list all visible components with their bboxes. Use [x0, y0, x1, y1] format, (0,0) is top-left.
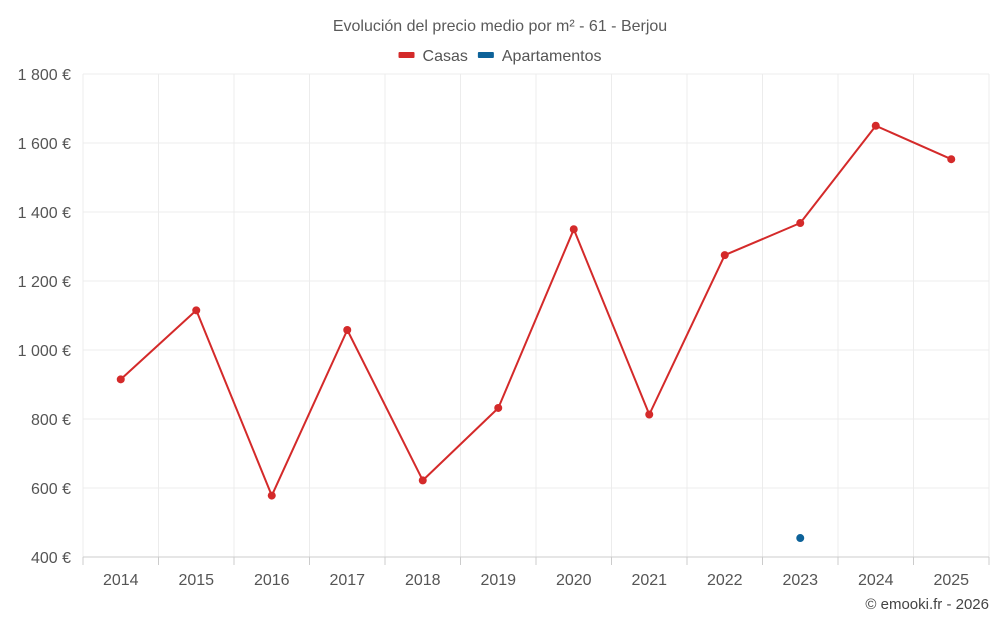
x-tick-label: 2015: [178, 572, 214, 589]
x-tick-label: 2022: [707, 572, 743, 589]
y-tick-label: 1 600 €: [18, 136, 71, 153]
x-tick-label: 2016: [254, 572, 290, 589]
data-point[interactable]: [116, 375, 125, 384]
x-tick-label: 2023: [782, 572, 818, 589]
legend-item-apartamentos[interactable]: Apartamentos: [477, 48, 602, 65]
chart-title: Evolución del precio medio por m² - 61 -…: [333, 18, 667, 35]
x-tick-label: 2019: [480, 572, 516, 589]
data-point[interactable]: [871, 121, 880, 130]
data-point[interactable]: [947, 155, 956, 164]
series-casas: [116, 121, 956, 500]
legend-label: Apartamentos: [502, 48, 602, 65]
x-tick-label: 2018: [405, 572, 441, 589]
credit-text: © emooki.fr - 2026: [865, 596, 989, 613]
series-apartamentos: [796, 534, 805, 543]
y-tick-label: 1 000 €: [18, 343, 71, 360]
y-tick-label: 1 200 €: [18, 274, 71, 291]
legend-label: Casas: [423, 48, 468, 65]
x-tick-label: 2024: [858, 572, 894, 589]
x-tick-label: 2021: [631, 572, 667, 589]
data-point[interactable]: [645, 410, 654, 419]
x-tick-label: 2014: [103, 572, 139, 589]
legend-item-casas[interactable]: Casas: [398, 48, 468, 65]
data-point[interactable]: [720, 251, 729, 260]
data-point[interactable]: [796, 534, 805, 543]
data-point[interactable]: [343, 325, 352, 334]
y-tick-label: 600 €: [31, 481, 71, 498]
y-tick-label: 400 €: [31, 550, 71, 567]
y-axis: 400 € 600 € 800 € 1 000 € 1 200 € 1 400 € 1 60…: [18, 67, 71, 567]
data-point[interactable]: [267, 491, 276, 500]
y-tick-label: 800 €: [31, 412, 71, 429]
y-tick-label: 1 800 €: [18, 67, 71, 84]
data-point[interactable]: [796, 219, 805, 228]
series-line: [120, 124, 952, 497]
y-tick-label: 1 400 €: [18, 205, 71, 222]
x-tick-label: 2025: [933, 572, 969, 589]
x-tick-label: 2017: [329, 572, 365, 589]
grid: [82, 73, 990, 557]
series-layer: [116, 121, 956, 543]
x-tick-label: 2020: [556, 572, 592, 589]
legend-swatch: [477, 52, 494, 58]
legend: Casas Apartamentos: [398, 48, 602, 65]
data-point[interactable]: [569, 225, 578, 234]
data-point[interactable]: [418, 476, 427, 485]
data-point[interactable]: [494, 403, 503, 412]
x-axis: 2014 2015 2016 2017 2018 2019 2020 2021 2022 2023…: [82, 556, 990, 589]
legend-swatch: [398, 52, 415, 58]
data-point[interactable]: [192, 306, 201, 315]
